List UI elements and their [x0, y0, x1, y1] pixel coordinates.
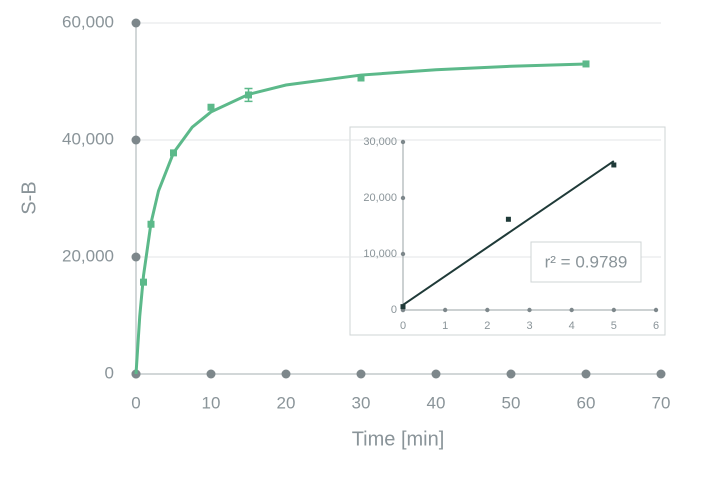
x-tick-mark [206, 369, 216, 379]
x-tick-mark [653, 307, 659, 313]
y-axis-label: S-B [18, 181, 40, 214]
y-tick-mark [131, 252, 141, 262]
y-tick-mark [400, 195, 406, 201]
x-tick-label: 60 [577, 393, 596, 412]
x-tick-mark [581, 369, 591, 379]
x-tick-mark [506, 369, 516, 379]
x-tick-label: 10 [202, 393, 221, 412]
x-tick-label: 2 [484, 320, 490, 332]
x-tick-mark [442, 307, 448, 313]
annotation: r² = 0.9789 [545, 252, 628, 271]
y-tick-mark [400, 139, 406, 145]
x-tick-label: 20 [277, 393, 296, 412]
y-tick-label: 20,000 [62, 246, 114, 265]
x-tick-label: 4 [569, 320, 575, 332]
x-tick-mark [281, 369, 291, 379]
data-point [611, 162, 617, 168]
x-tick-mark [656, 369, 666, 379]
data-point [207, 103, 215, 111]
data-point [400, 304, 406, 310]
y-tick-label: 40,000 [62, 129, 114, 148]
x-tick-label: 0 [400, 320, 406, 332]
inset-frame [349, 126, 666, 336]
data-point [582, 60, 590, 68]
y-tick-mark [131, 18, 141, 28]
fit-line [402, 160, 615, 306]
x-tick-mark [569, 307, 574, 313]
x-tick-mark [356, 369, 366, 379]
data-point [357, 74, 365, 82]
y-tick-label: 20,000 [363, 192, 397, 204]
x-tick-label: 0 [131, 393, 140, 412]
y-tick-label: 10,000 [363, 248, 397, 260]
y-tick-label: 60,000 [62, 12, 114, 31]
x-tick-label: 50 [502, 393, 521, 412]
x-tick-label: 30 [352, 393, 371, 412]
x-tick-label: 1 [442, 320, 448, 332]
y-tick-label: 0 [391, 304, 397, 316]
x-tick-mark [611, 307, 617, 313]
x-tick-label: 40 [427, 393, 446, 412]
y-tick-mark [400, 251, 406, 257]
x-tick-label: 5 [611, 320, 617, 332]
y-tick-mark [131, 135, 141, 145]
x-tick-label: 6 [653, 320, 659, 332]
y-tick-label: 30,000 [363, 136, 397, 148]
x-tick-mark [527, 307, 532, 313]
data-point [505, 216, 511, 222]
x-tick-label: 3 [526, 320, 532, 332]
fit-line [134, 62, 587, 375]
x-tick-mark [431, 369, 441, 379]
x-tick-label: 70 [652, 393, 671, 412]
x-axis-label: Time [min] [352, 428, 445, 450]
y-tick-label: 0 [105, 363, 114, 382]
annotation-box [530, 241, 642, 283]
x-tick-mark [485, 307, 490, 313]
